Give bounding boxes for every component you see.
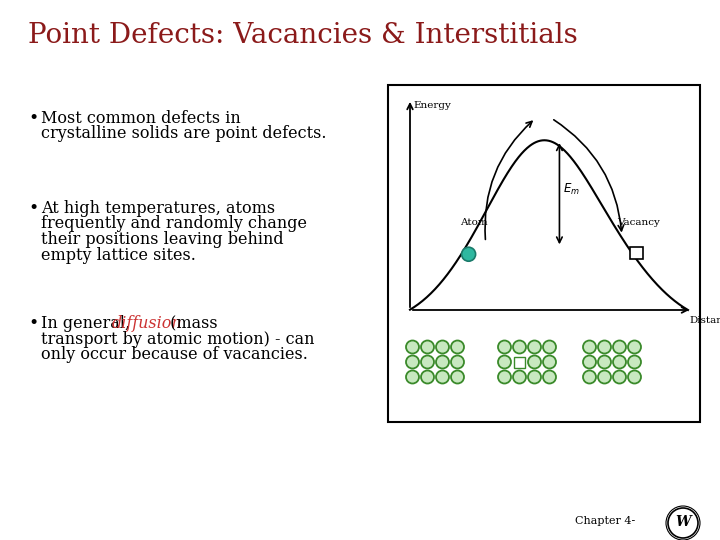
Circle shape: [513, 341, 526, 354]
Circle shape: [406, 341, 419, 354]
Circle shape: [543, 341, 556, 354]
Bar: [514, 356, 525, 368]
Text: •: •: [28, 110, 38, 127]
Circle shape: [451, 341, 464, 354]
FancyArrowPatch shape: [485, 122, 532, 239]
Circle shape: [451, 355, 464, 368]
Circle shape: [436, 341, 449, 354]
Text: Atom: Atom: [460, 218, 487, 227]
Bar: [630, 247, 643, 259]
Circle shape: [583, 370, 596, 383]
Circle shape: [628, 341, 641, 354]
Text: (mass: (mass: [166, 315, 218, 332]
Circle shape: [543, 355, 556, 368]
Circle shape: [613, 355, 626, 368]
Circle shape: [421, 355, 434, 368]
Bar: [388, 85, 700, 422]
Text: Vacancy: Vacancy: [618, 219, 660, 227]
Circle shape: [451, 370, 464, 383]
Text: transport by atomic motion) - can: transport by atomic motion) - can: [41, 330, 315, 348]
Circle shape: [528, 355, 541, 368]
Text: only occur because of vacancies.: only occur because of vacancies.: [41, 346, 308, 363]
Circle shape: [436, 370, 449, 383]
Circle shape: [498, 341, 511, 354]
Circle shape: [628, 355, 641, 368]
Circle shape: [406, 355, 419, 368]
Text: Point Defects: Vacancies & Interstitials: Point Defects: Vacancies & Interstitials: [28, 22, 577, 49]
Text: In general,: In general,: [41, 315, 135, 332]
Circle shape: [628, 370, 641, 383]
FancyArrowPatch shape: [554, 120, 624, 231]
Circle shape: [406, 370, 419, 383]
Circle shape: [583, 341, 596, 354]
Text: •: •: [28, 200, 38, 217]
Text: Chapter 4-: Chapter 4-: [575, 516, 635, 526]
Text: Distance: Distance: [689, 316, 720, 325]
Circle shape: [543, 370, 556, 383]
Circle shape: [421, 370, 434, 383]
Text: $E_m$: $E_m$: [564, 182, 580, 197]
Circle shape: [528, 370, 541, 383]
Text: At high temperatures, atoms: At high temperatures, atoms: [41, 200, 275, 217]
Circle shape: [598, 355, 611, 368]
Text: diffusion: diffusion: [112, 315, 183, 332]
Circle shape: [583, 355, 596, 368]
Circle shape: [498, 355, 511, 368]
Circle shape: [421, 341, 434, 354]
Circle shape: [598, 370, 611, 383]
Text: their positions leaving behind: their positions leaving behind: [41, 231, 284, 248]
Text: Most common defects in: Most common defects in: [41, 110, 240, 127]
Circle shape: [513, 370, 526, 383]
Text: empty lattice sites.: empty lattice sites.: [41, 246, 196, 264]
Text: Energy: Energy: [413, 101, 451, 110]
Circle shape: [498, 370, 511, 383]
Circle shape: [613, 370, 626, 383]
Circle shape: [528, 341, 541, 354]
Circle shape: [462, 247, 476, 261]
Circle shape: [598, 341, 611, 354]
Text: crystalline solids are point defects.: crystalline solids are point defects.: [41, 125, 326, 143]
Circle shape: [613, 341, 626, 354]
Text: •: •: [28, 315, 38, 332]
Circle shape: [668, 508, 698, 538]
Text: W: W: [675, 515, 690, 529]
Text: frequently and randomly change: frequently and randomly change: [41, 215, 307, 233]
Circle shape: [436, 355, 449, 368]
